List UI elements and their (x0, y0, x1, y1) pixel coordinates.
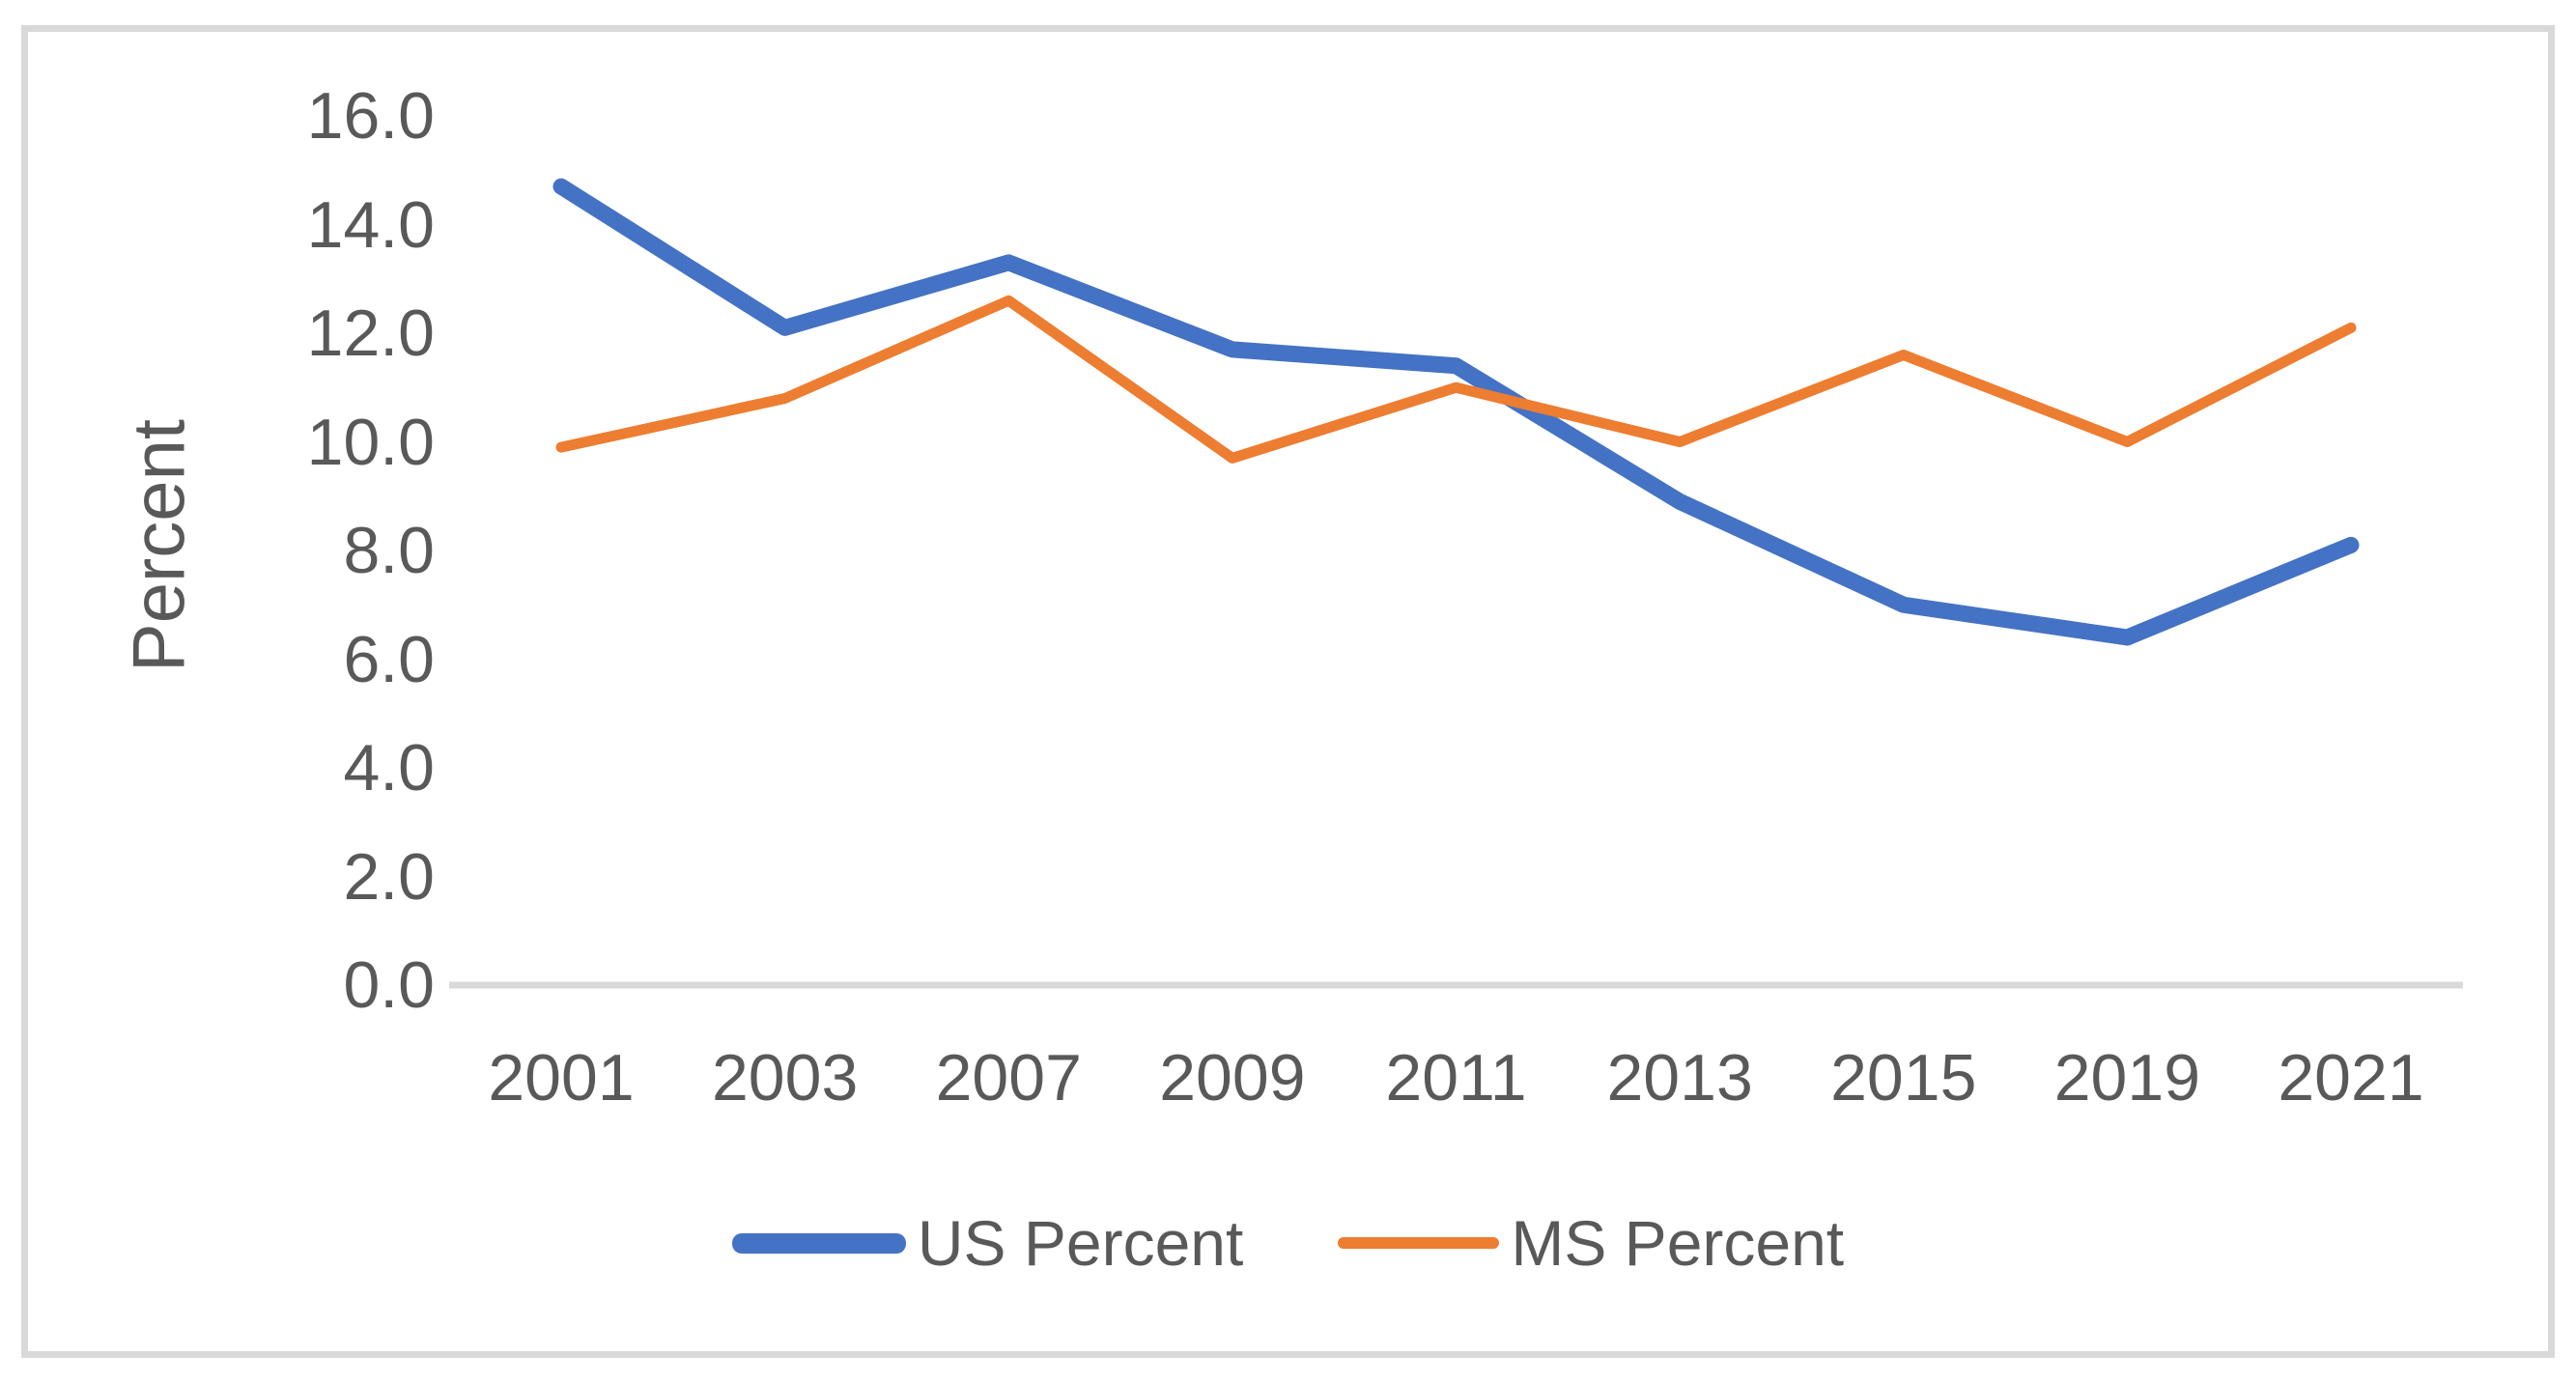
x-axis-tick-label: 2009 (1159, 1041, 1306, 1115)
y-axis-title: Percent (118, 419, 201, 672)
y-axis-tick-label: 8.0 (343, 514, 435, 587)
y-axis-tick-label: 14.0 (306, 187, 435, 262)
chart-frame (21, 25, 2555, 1358)
legend-swatch-us-percent-icon (731, 1232, 906, 1254)
series-line-us-percent (552, 178, 2360, 646)
x-axis-tick-label: 2011 (1385, 1041, 1527, 1115)
x-axis-tick-label: 2013 (1606, 1041, 1753, 1115)
x-axis-tick-label: 2001 (488, 1041, 635, 1115)
y-axis-tick-label: 0.0 (343, 948, 435, 1022)
x-axis-tick-label: 2007 (935, 1041, 1082, 1115)
y-axis-tick-label: 6.0 (343, 622, 435, 696)
x-axis-tick-label: 2021 (2278, 1041, 2424, 1115)
y-axis-tick-label: 10.0 (306, 405, 435, 479)
y-axis-tick-label: 4.0 (343, 731, 435, 804)
y-axis-tick-label: 12.0 (306, 296, 435, 370)
x-axis-tick-label: 2003 (711, 1041, 859, 1115)
legend: US Percent MS Percent (0, 1202, 2576, 1284)
x-axis-tick-label: 2015 (1830, 1041, 1977, 1115)
y-axis-tick-label: 16.0 (306, 79, 435, 153)
series-line-ms-percent (555, 295, 2357, 464)
x-axis-tick-label: 2019 (2053, 1041, 2201, 1115)
legend-swatch-ms-percent-icon (1338, 1237, 1500, 1249)
y-axis-tick-label: 2.0 (343, 839, 435, 914)
legend-label-ms-percent: MS Percent (1511, 1207, 1845, 1279)
legend-label-us-percent: US Percent (917, 1207, 1244, 1279)
